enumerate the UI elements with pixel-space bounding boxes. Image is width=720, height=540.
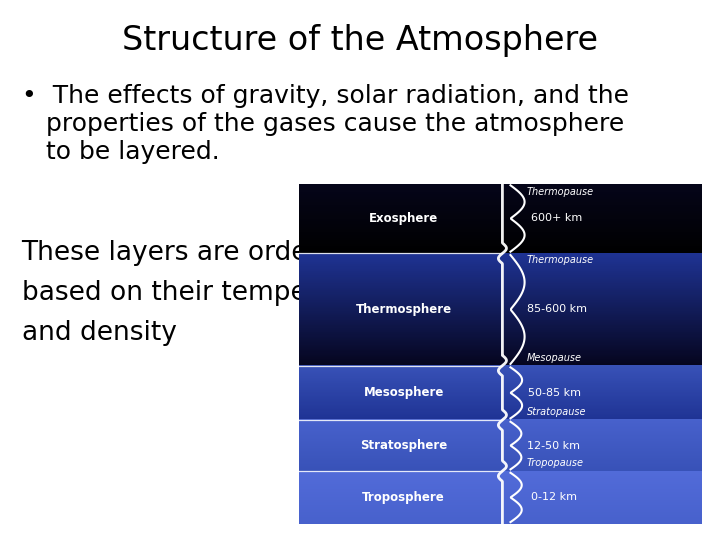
Text: 12-50 km: 12-50 km <box>527 441 580 450</box>
Text: Thermosphere: Thermosphere <box>356 303 451 316</box>
Text: 50-85 km: 50-85 km <box>528 388 581 398</box>
Text: 85-600 km: 85-600 km <box>527 305 587 314</box>
Text: Mesosphere: Mesosphere <box>364 386 444 399</box>
Text: Troposphere: Troposphere <box>362 491 445 504</box>
Text: Thermopause: Thermopause <box>526 255 594 265</box>
Text: Stratosphere: Stratosphere <box>360 439 447 452</box>
Text: to be layered.: to be layered. <box>22 140 220 164</box>
Text: Stratopause: Stratopause <box>526 407 586 417</box>
Text: Exosphere: Exosphere <box>369 212 438 225</box>
Text: Tropopause: Tropopause <box>526 458 584 468</box>
Text: Structure of the Atmosphere: Structure of the Atmosphere <box>122 24 598 57</box>
Text: properties of the gases cause the atmosphere: properties of the gases cause the atmosp… <box>22 112 624 136</box>
Text: 600+ km: 600+ km <box>531 213 582 224</box>
Text: Thermopause: Thermopause <box>526 187 594 197</box>
Text: •  The effects of gravity, solar radiation, and the: • The effects of gravity, solar radiatio… <box>22 84 629 107</box>
Text: These layers are ordered
based on their temperature
and density: These layers are ordered based on their … <box>22 240 387 346</box>
Text: 0-12 km: 0-12 km <box>531 492 577 502</box>
Text: Mesopause: Mesopause <box>526 353 582 363</box>
